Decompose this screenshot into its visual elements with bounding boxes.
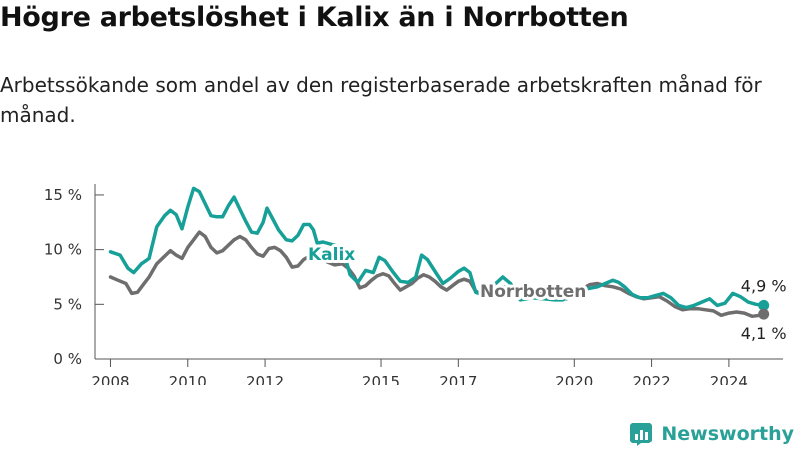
end-point-norrbotten bbox=[758, 308, 770, 320]
x-tick-label: 2012 bbox=[246, 373, 284, 385]
brand: Newsworthy bbox=[629, 420, 794, 448]
end-label-kalix: 4,9 % bbox=[741, 276, 787, 295]
end-point-kalix bbox=[758, 299, 770, 311]
chart-title: Högre arbetslöshet i Kalix än i Norrbott… bbox=[0, 2, 629, 33]
x-tick-label: 2008 bbox=[91, 373, 129, 385]
x-tick-label: 2022 bbox=[632, 373, 670, 385]
chart-subtitle: Arbetssökande som andel av den registerb… bbox=[0, 73, 762, 127]
series-label-halo: Norrbotten bbox=[480, 282, 586, 302]
brand-name: Newsworthy bbox=[661, 423, 794, 445]
x-tick-label: 2017 bbox=[439, 373, 477, 385]
y-tick-label: 0 % bbox=[53, 350, 82, 368]
end-label-norrbotten: 4,1 % bbox=[741, 324, 787, 343]
x-tick-label: 2015 bbox=[362, 373, 400, 385]
newsworthy-logo-icon bbox=[630, 423, 653, 446]
series-label-halo: Kalix bbox=[308, 245, 355, 265]
x-tick-label: 2020 bbox=[555, 373, 593, 385]
series-label-kalix: Kalix bbox=[308, 245, 355, 265]
y-tick-label: 5 % bbox=[53, 295, 82, 313]
series-label-norrbotten: Norrbotten bbox=[480, 282, 586, 302]
y-tick-label: 15 % bbox=[44, 186, 82, 204]
series-line-kalix bbox=[108, 186, 766, 310]
line-chart: 0 % 5 % 10 % 15 % 2008 2010 2012 2015 2017 2020 2… bbox=[44, 184, 787, 385]
x-tick-label: 2024 bbox=[710, 373, 748, 385]
x-tick-label: 2010 bbox=[169, 373, 207, 385]
y-tick-label: 10 % bbox=[44, 241, 82, 259]
